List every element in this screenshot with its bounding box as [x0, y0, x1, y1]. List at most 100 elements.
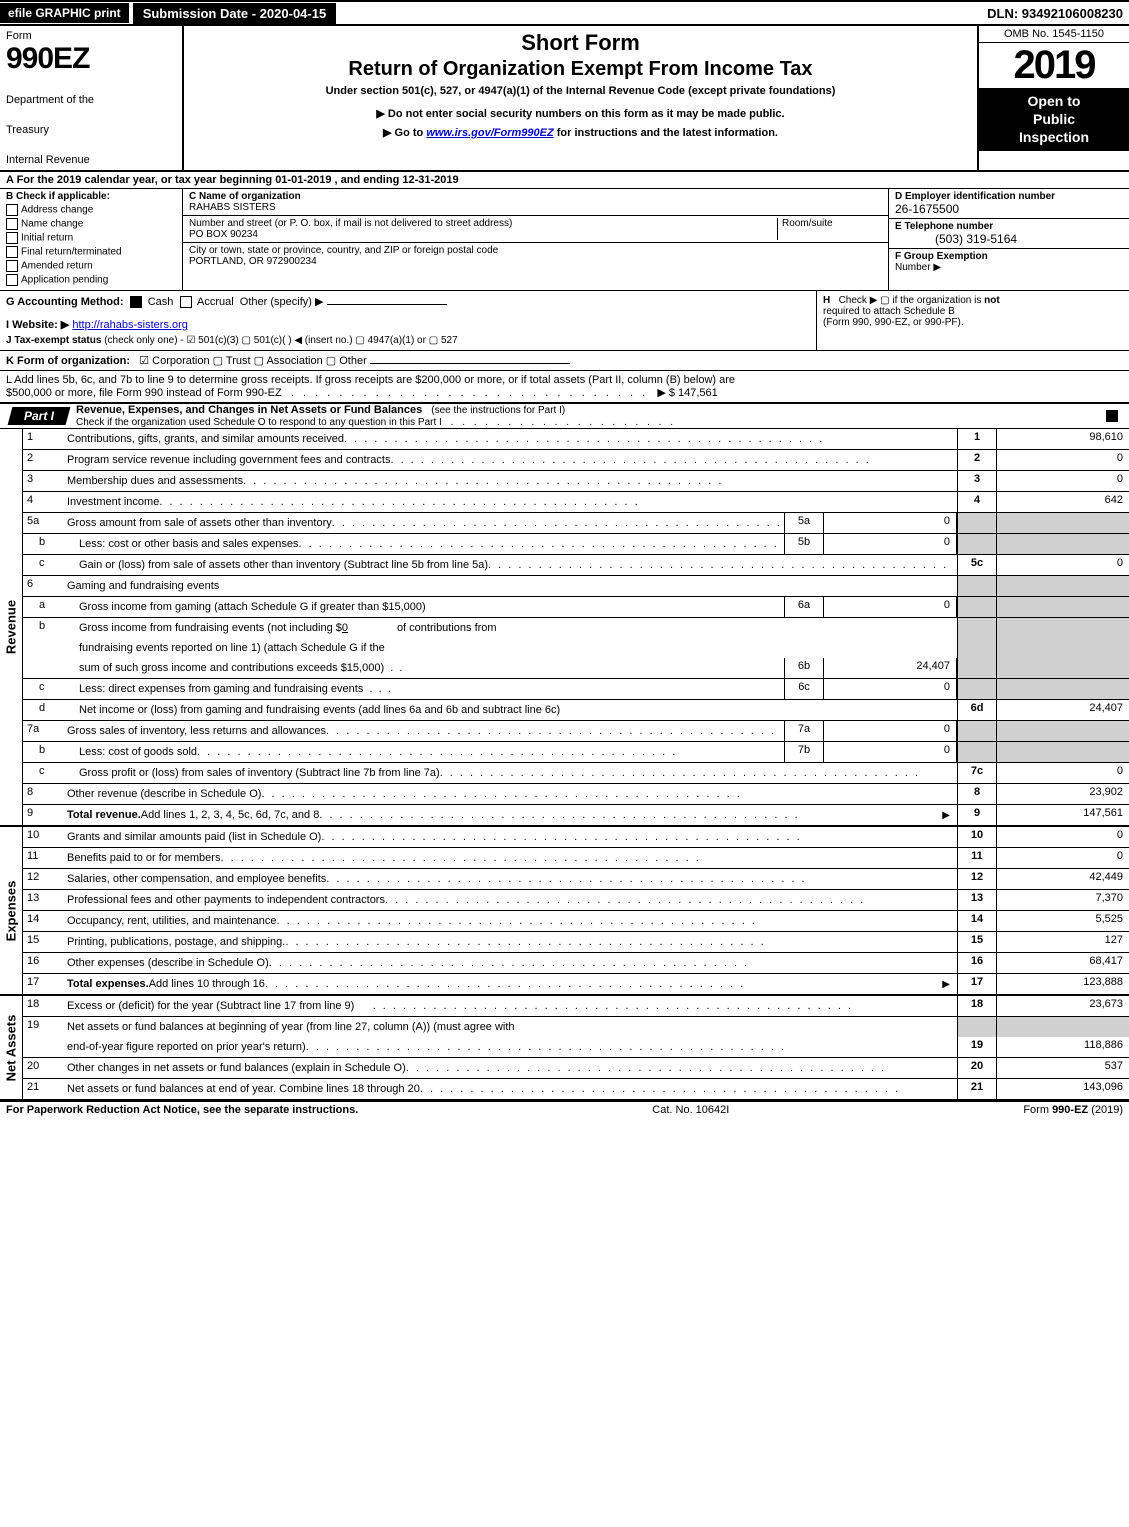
efile-print-button[interactable]: efile GRAPHIC print [0, 3, 129, 23]
d-label: D Employer identification number [895, 191, 1055, 202]
line-5a-val: 0 [824, 513, 957, 533]
chk-initial-return[interactable]: Initial return [6, 232, 176, 244]
line-5b-val: 0 [824, 534, 957, 554]
line-3-val: 0 [996, 471, 1129, 491]
row-k: K Form of organization: ☑ Corporation ▢ … [0, 351, 1129, 371]
k-opts: ☑ Corporation ▢ Trust ▢ Association ▢ Ot… [139, 355, 367, 367]
net-assets-label: Net Assets [0, 996, 23, 1099]
inspection-3: Inspection [981, 128, 1127, 146]
cat-number: Cat. No. 10642I [652, 1104, 729, 1116]
k-other-input[interactable] [370, 363, 570, 364]
irs-link[interactable]: www.irs.gov/Form990EZ [426, 127, 553, 139]
revenue-label: Revenue [0, 429, 23, 825]
submission-date: Submission Date - 2020-04-15 [133, 3, 337, 24]
room-label: Room/suite [782, 218, 833, 229]
part-1-header: Part I Revenue, Expenses, and Changes in… [0, 404, 1129, 429]
line-6c-val: 0 [824, 679, 957, 699]
part-1-sub: (see the instructions for Part I) [431, 405, 565, 416]
line-6d-val: 24,407 [996, 700, 1129, 720]
chk-cash[interactable] [130, 296, 142, 308]
line-10-val: 0 [996, 827, 1129, 847]
h-text2: required to attach Schedule B [823, 306, 955, 317]
line-14-val: 5,525 [996, 911, 1129, 931]
line-6a-val: 0 [824, 597, 957, 617]
chk-accrual[interactable] [180, 296, 192, 308]
chk-final-return[interactable]: Final return/terminated [6, 246, 176, 258]
line-15-val: 127 [996, 932, 1129, 952]
line-11-val: 0 [996, 848, 1129, 868]
ssn-note: ▶ Do not enter social security numbers o… [192, 107, 969, 120]
chk-address-change[interactable]: Address change [6, 204, 176, 216]
link-prefix: ▶ Go to [383, 127, 426, 139]
tax-year: 2019 [979, 43, 1129, 88]
box-b-title: B Check if applicable: [6, 191, 176, 202]
short-form-title: Short Form [192, 30, 969, 56]
dept-line-3: Internal Revenue [6, 154, 176, 166]
line-9-val: 147,561 [996, 805, 1129, 825]
header-left: Form 990EZ Department of the Treasury In… [0, 26, 184, 170]
box-b: B Check if applicable: Address change Na… [0, 189, 183, 290]
top-bar: efile GRAPHIC print Submission Date - 20… [0, 0, 1129, 26]
line-19-val: 118,886 [996, 1037, 1129, 1057]
other-specify-input[interactable] [327, 304, 447, 305]
inspection-2: Public [981, 110, 1127, 128]
chk-name-change[interactable]: Name change [6, 218, 176, 230]
h-text: Check ▶ ▢ if the organization is [839, 295, 985, 306]
chk-application-pending[interactable]: Application pending [6, 274, 176, 286]
page-footer: For Paperwork Reduction Act Notice, see … [0, 1101, 1129, 1118]
ein: 26-1675500 [895, 202, 959, 216]
org-address: PO BOX 90234 [189, 229, 258, 240]
city-label: City or town, state or province, country… [189, 245, 882, 256]
part-1-title: Revenue, Expenses, and Changes in Net As… [76, 404, 422, 416]
link-suffix: for instructions and the latest informat… [557, 127, 778, 139]
j-text: (check only one) - ☑ 501(c)(3) ▢ 501(c)(… [104, 335, 457, 346]
line-17-val: 123,888 [996, 974, 1129, 994]
line-a-tax-year: A For the 2019 calendar year, or tax yea… [0, 172, 1129, 189]
header-right: OMB No. 1545-1150 2019 Open to Public In… [977, 26, 1129, 170]
expenses-label: Expenses [0, 827, 23, 994]
paperwork-notice: For Paperwork Reduction Act Notice, see … [6, 1104, 358, 1116]
inspection-box: Open to Public Inspection [979, 88, 1129, 151]
f-label: F Group Exemption [895, 251, 988, 262]
expenses-section: Expenses 10Grants and similar amounts pa… [0, 827, 1129, 996]
form-footer-label: Form 990-EZ (2019) [1023, 1104, 1123, 1116]
entity-right: D Employer identification number 26-1675… [888, 189, 1129, 290]
line-5c-val: 0 [996, 555, 1129, 575]
line-7c-val: 0 [996, 763, 1129, 783]
h-not: not [984, 295, 1000, 306]
row-g-h: G Accounting Method: Cash Accrual Other … [0, 291, 1129, 351]
line-6b-val: 24,407 [824, 658, 957, 678]
row-l: L Add lines 5b, 6c, and 7b to line 9 to … [0, 371, 1129, 404]
line-1-val: 98,610 [996, 429, 1129, 449]
g-label: G Accounting Method: [6, 296, 124, 308]
return-title: Return of Organization Exempt From Incom… [192, 58, 969, 81]
entity-mid: C Name of organization RAHABS SISTERS Nu… [183, 189, 888, 290]
chk-amended-return[interactable]: Amended return [6, 260, 176, 272]
form-header: Form 990EZ Department of the Treasury In… [0, 26, 1129, 172]
line-8-val: 23,902 [996, 784, 1129, 804]
net-assets-section: Net Assets 18Excess or (deficit) for the… [0, 996, 1129, 1101]
form-number: 990EZ [6, 42, 176, 76]
revenue-section: Revenue 1Contributions, gifts, grants, a… [0, 429, 1129, 827]
part-1-tab: Part I [8, 407, 71, 425]
instructions-link-line: ▶ Go to www.irs.gov/Form990EZ for instru… [192, 126, 969, 139]
header-center: Short Form Return of Organization Exempt… [184, 26, 977, 170]
row-h: H Check ▶ ▢ if the organization is not r… [816, 291, 1129, 350]
dept-line-1: Department of the [6, 94, 176, 106]
h-label: H [823, 295, 830, 306]
org-city: PORTLAND, OR 972900234 [189, 256, 882, 267]
l-text1: L Add lines 5b, 6c, and 7b to line 9 to … [6, 374, 735, 386]
row-g-left: G Accounting Method: Cash Accrual Other … [0, 291, 816, 350]
l-text2: $500,000 or more, file Form 990 instead … [6, 387, 282, 399]
e-label: E Telephone number [895, 221, 993, 232]
dept-line-2: Treasury [6, 124, 176, 136]
line-12-val: 42,449 [996, 869, 1129, 889]
c-label: C Name of organization [189, 191, 882, 202]
website-link[interactable]: http://rahabs-sisters.org [72, 319, 188, 331]
org-name: RAHABS SISTERS [189, 202, 882, 213]
entity-block: B Check if applicable: Address change Na… [0, 189, 1129, 291]
line-21-val: 143,096 [996, 1079, 1129, 1099]
h-text3: (Form 990, 990-EZ, or 990-PF). [823, 317, 964, 328]
schedule-o-checkbox[interactable] [1106, 410, 1118, 422]
inspection-1: Open to [981, 92, 1127, 110]
